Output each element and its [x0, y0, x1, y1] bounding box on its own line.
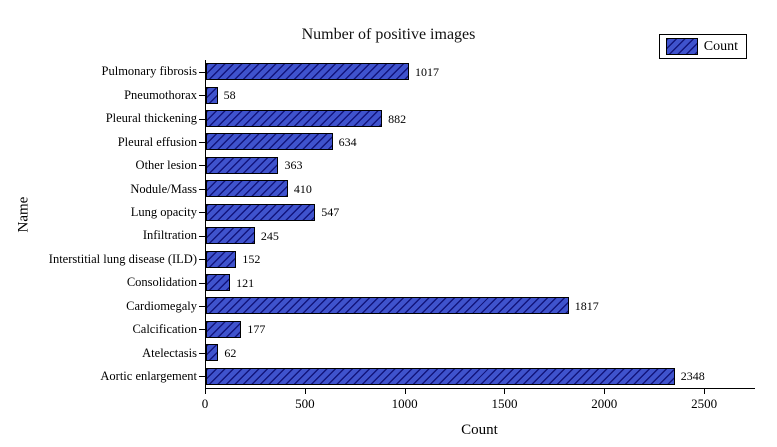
value-label: 882	[388, 111, 407, 126]
value-label: 634	[338, 134, 357, 149]
y-tick-mark	[199, 95, 205, 97]
bar	[206, 227, 255, 245]
value-label: 1817	[574, 298, 599, 313]
y-axis-label: Name	[15, 196, 32, 233]
category-label: Nodule/Mass	[130, 181, 197, 196]
bar-row: Pneumothorax 58	[124, 83, 755, 106]
y-tick-mark	[199, 188, 205, 190]
category-label: Pulmonary fibrosis	[101, 64, 197, 79]
bar-row: Infiltration 245	[143, 224, 755, 247]
bar-row: Pleural thickening 882	[106, 107, 755, 130]
value-label: 1017	[415, 64, 440, 79]
value-label: 547	[321, 205, 340, 220]
y-tick-mark	[199, 235, 205, 237]
bar-row: Aortic enlargement 2348	[100, 364, 755, 387]
category-label: Calcification	[132, 322, 197, 337]
legend-swatch-icon	[665, 38, 698, 55]
bar-row: Calcification 177	[132, 318, 755, 341]
bar	[206, 203, 316, 221]
x-tick-mark	[205, 388, 206, 394]
x-tick-label: 500	[295, 396, 315, 411]
value-label: 121	[236, 275, 255, 290]
bar	[206, 297, 569, 315]
plot-area: Pulmonary fibrosis 1017 Pneumothorax 58 Pleu…	[49, 60, 755, 389]
y-tick-mark	[199, 282, 205, 284]
x-axis-ticks: 0 500 1000 1500 2000 2500	[201, 388, 754, 414]
bar-row: Lung opacity 547	[131, 201, 755, 224]
y-tick-mark	[199, 352, 205, 354]
bar	[206, 63, 410, 81]
x-tick-mark	[304, 388, 306, 394]
value-label: 2348	[680, 369, 705, 384]
value-label: 58	[223, 88, 236, 103]
bar-row: Pulmonary fibrosis 1017	[102, 60, 755, 83]
category-label: Aortic enlargement	[100, 368, 197, 383]
value-label: 62	[224, 345, 237, 360]
x-tick-mark	[604, 388, 606, 394]
bar	[206, 344, 219, 362]
y-tick-mark	[199, 71, 205, 73]
y-tick-mark	[199, 376, 205, 378]
y-tick-mark	[199, 305, 205, 307]
category-label: Pleural effusion	[117, 134, 197, 149]
bar-row: Other lesion 363	[136, 154, 755, 177]
category-label: Lung opacity	[130, 204, 197, 219]
x-tick-label: 2000	[591, 396, 618, 411]
chart-title: Number of positive images	[301, 26, 476, 43]
x-tick-mark	[404, 388, 406, 394]
bar	[206, 274, 231, 291]
bar-row: Pleural effusion 634	[118, 130, 755, 153]
bar-row: Consolidation 121	[127, 271, 755, 294]
category-label: Atelectasis	[142, 345, 197, 360]
x-tick-label: 0	[201, 396, 209, 411]
category-label: Pleural thickening	[105, 111, 197, 126]
category-label: Consolidation	[126, 275, 197, 290]
x-tick-mark	[504, 388, 506, 394]
y-tick-mark	[199, 118, 205, 120]
category-label: Cardiomegaly	[126, 298, 197, 313]
y-tick-mark	[199, 329, 205, 331]
bar	[206, 156, 279, 174]
category-label: Infiltration	[142, 228, 197, 243]
bar	[206, 367, 675, 385]
legend-label: Count	[703, 38, 738, 54]
value-label: 177	[247, 322, 266, 337]
x-tick-label: 1500	[491, 396, 518, 411]
bar-row: Cardiomegaly 1817	[126, 294, 755, 317]
value-label: 152	[242, 252, 261, 267]
bar	[206, 320, 242, 338]
bar	[206, 180, 288, 198]
x-tick-label: 2500	[691, 396, 718, 411]
category-label: Other lesion	[135, 158, 197, 173]
y-tick-mark	[199, 212, 205, 214]
bar	[206, 250, 237, 268]
value-label: 245	[260, 228, 279, 243]
y-tick-mark	[199, 141, 205, 143]
y-tick-mark	[199, 259, 205, 261]
y-tick-mark	[199, 165, 205, 167]
x-tick-label: 1000	[391, 396, 418, 411]
bar-row: Nodule/Mass 410	[130, 177, 755, 200]
category-label: Pneumothorax	[124, 87, 197, 102]
value-label: 410	[293, 181, 312, 196]
bar	[206, 86, 218, 104]
value-label: 363	[284, 158, 303, 173]
bar-row: Atelectasis 62	[142, 341, 755, 364]
bar	[206, 110, 383, 128]
legend: Count	[658, 34, 747, 59]
bar	[206, 133, 333, 151]
category-label: Interstitial lung disease (ILD)	[48, 251, 197, 266]
x-axis-label: Count	[461, 422, 498, 438]
bar-row: Interstitial lung disease (ILD) 152	[49, 247, 755, 270]
x-tick-mark	[704, 388, 706, 394]
